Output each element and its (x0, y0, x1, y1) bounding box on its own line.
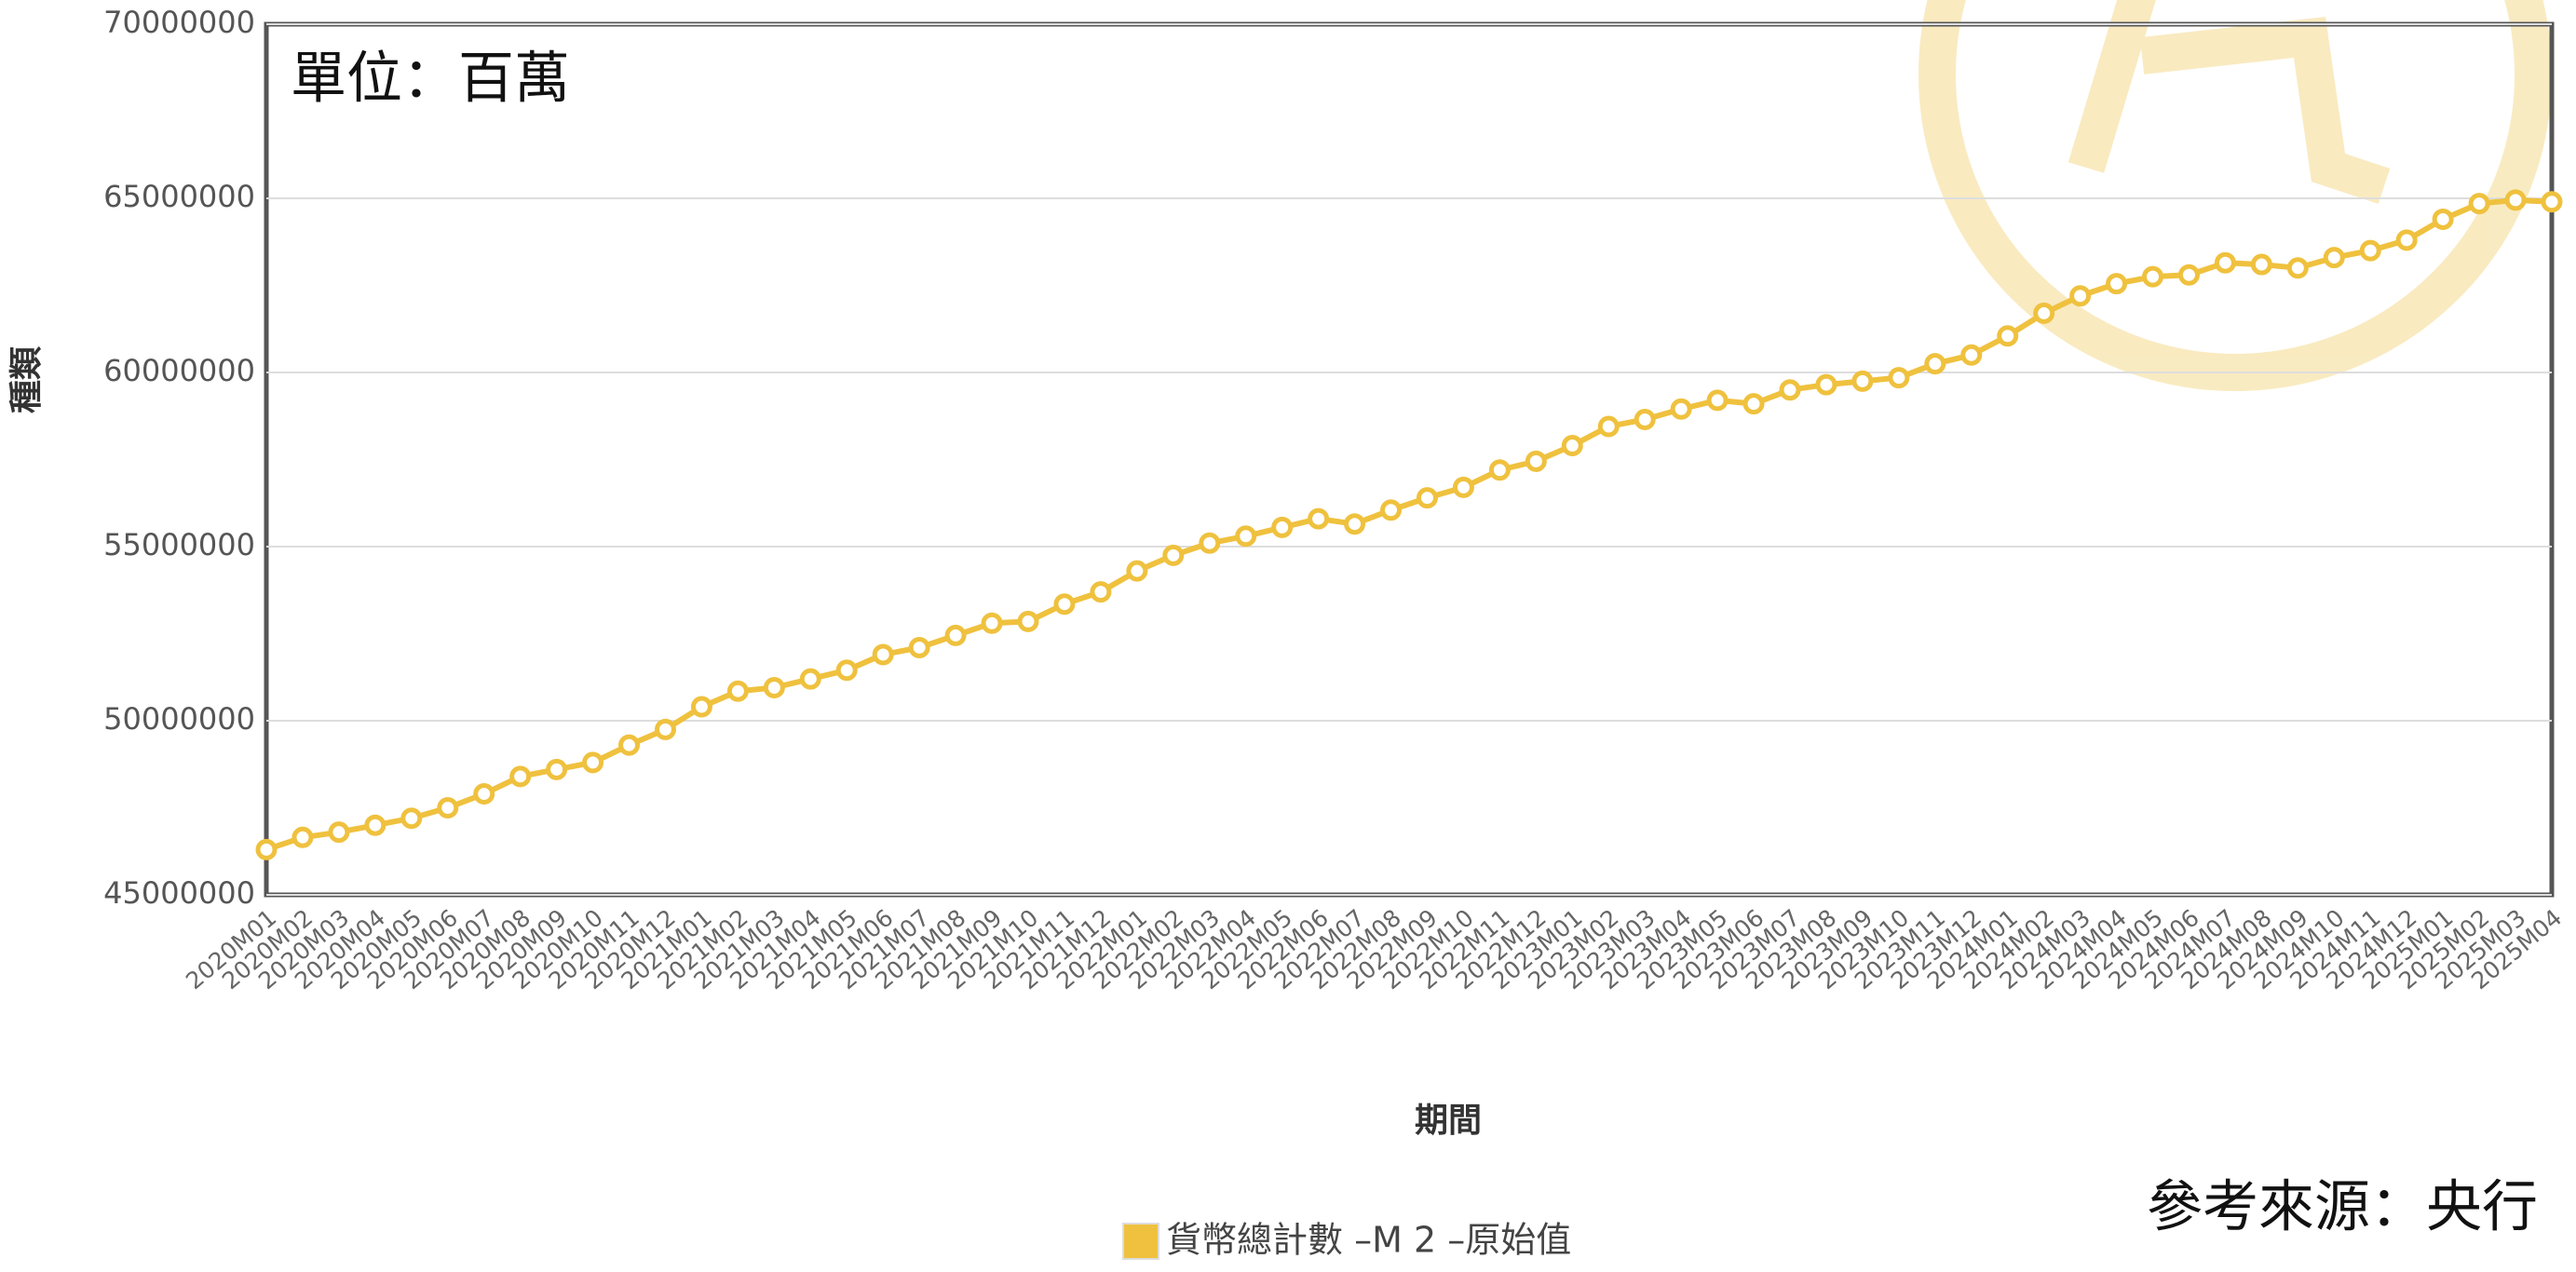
data-point (2359, 239, 2381, 262)
data-point (437, 797, 459, 819)
data-point (1308, 507, 1330, 530)
data-point (2395, 229, 2418, 251)
data-point (364, 814, 386, 836)
data-point (908, 636, 930, 658)
data-point (328, 821, 350, 844)
data-point (1380, 499, 1403, 521)
data-point (1960, 344, 1983, 366)
series-line (265, 196, 2553, 853)
data-point (726, 680, 749, 702)
data-point (1997, 325, 2019, 347)
data-point (2468, 193, 2490, 215)
y-axis-label: 種類 (7, 345, 46, 413)
legend-label: 貨幣總計數 –M 2 –原始值 (1166, 1220, 1571, 1261)
data-point (1488, 459, 1511, 481)
data-point (1597, 415, 1620, 438)
data-point (1779, 379, 1801, 401)
data-point (2432, 208, 2454, 230)
data-point (799, 668, 821, 690)
data-point (1162, 544, 1185, 566)
source-note: 參考來源：央行 (2147, 1175, 2538, 1240)
unit-annotation: 單位：百萬 (291, 47, 570, 112)
data-point (1416, 487, 1438, 509)
data-point (291, 826, 314, 848)
data-point (1271, 516, 1294, 538)
data-point (1888, 367, 1910, 389)
data-point (582, 751, 604, 774)
data-point (473, 783, 495, 805)
data-point (981, 612, 1003, 634)
legend-swatch (1122, 1223, 1159, 1260)
data-point (2541, 191, 2563, 213)
y-tick-label: 50000000 (103, 701, 255, 737)
data-point (400, 807, 423, 830)
data-point (1235, 525, 1257, 548)
data-point (835, 659, 858, 682)
data-point (1053, 593, 1076, 616)
data-point (1670, 398, 1692, 420)
data-point (1851, 370, 1874, 392)
y-tick-label: 55000000 (103, 527, 255, 562)
x-axis-label: 期間 (1415, 1102, 1482, 1140)
data-point (2033, 302, 2055, 324)
data-point (1017, 610, 1039, 632)
data-point (2069, 285, 2092, 307)
data-point (654, 718, 676, 740)
data-point (872, 643, 894, 666)
watermark (1918, 0, 2552, 391)
data-point (1706, 389, 1729, 412)
plot-border (264, 21, 2555, 898)
y-tick-label: 45000000 (103, 875, 255, 911)
data-point (618, 734, 641, 756)
data-point (2106, 273, 2128, 295)
data-point (1742, 393, 1765, 415)
data-point (2323, 247, 2345, 269)
data-point (509, 765, 532, 788)
data-point (1452, 476, 1474, 498)
data-point (2504, 189, 2527, 211)
data-point (546, 758, 568, 780)
data-point (1525, 450, 1547, 472)
y-tick-label: 60000000 (103, 353, 255, 388)
data-point (2286, 257, 2309, 279)
y-tick-label: 70000000 (103, 5, 255, 40)
data-point (1561, 435, 1583, 457)
data-point (1199, 532, 1221, 554)
data-point (1126, 560, 1148, 582)
data-point (2214, 251, 2236, 274)
data-point (1924, 353, 1946, 375)
legend: 貨幣總計數 –M 2 –原始值 (1122, 1220, 1571, 1261)
data-point (763, 676, 785, 698)
data-point (1634, 408, 1656, 430)
data-point (690, 696, 712, 718)
data-point (2142, 265, 2164, 288)
y-tick-label: 65000000 (103, 179, 255, 214)
data-point (1090, 581, 1112, 603)
data-point (2177, 264, 2200, 286)
data-point (2250, 253, 2272, 276)
data-point (1344, 513, 1366, 535)
data-point (255, 838, 278, 860)
data-point (1815, 373, 1837, 396)
data-point (944, 624, 967, 646)
